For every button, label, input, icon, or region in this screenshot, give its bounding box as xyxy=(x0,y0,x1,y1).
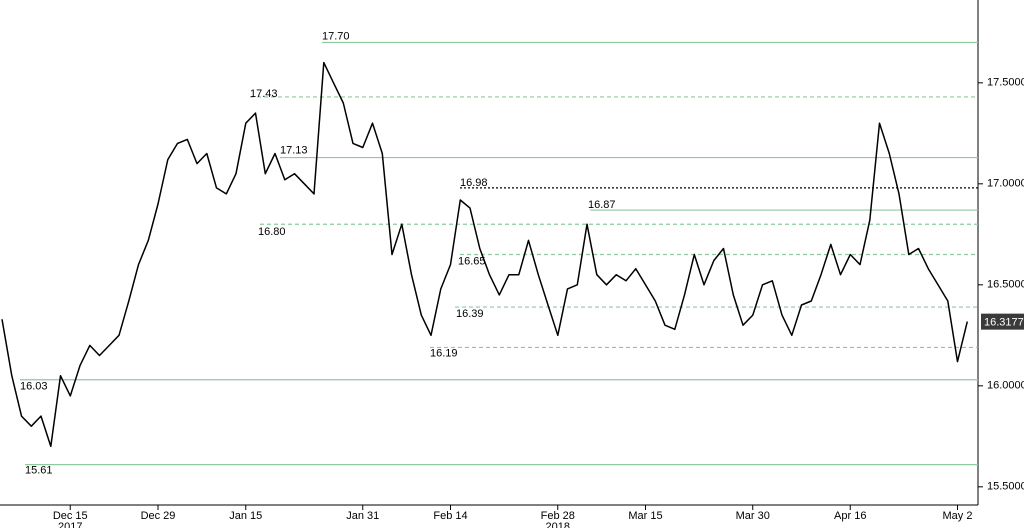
level-label: 16.98 xyxy=(460,177,488,189)
x-year-label: 2017 xyxy=(58,521,82,528)
last-price-box xyxy=(981,313,1024,330)
x-tick-label: Apr 16 xyxy=(834,510,866,522)
last-price-label: 16.3177 xyxy=(984,317,1024,329)
level-label: 16.65 xyxy=(458,255,486,267)
x-tick-label: Dec 29 xyxy=(141,510,176,522)
x-tick-label: Mar 15 xyxy=(628,510,662,522)
x-tick-label: Dec 15 xyxy=(53,510,88,522)
x-tick-label: Mar 30 xyxy=(736,510,770,522)
x-tick-label: Jan 31 xyxy=(346,510,379,522)
level-label: 15.61 xyxy=(25,465,53,477)
price-line xyxy=(1,61,969,448)
level-label: 17.43 xyxy=(250,88,278,100)
level-label: 16.39 xyxy=(456,308,484,320)
level-label: 16.03 xyxy=(20,381,48,393)
y-tick-label: 17.0000 xyxy=(987,178,1024,190)
y-tick-label: 16.0000 xyxy=(987,380,1024,392)
x-year-label: 2018 xyxy=(546,521,570,528)
level-label: 17.13 xyxy=(280,144,308,156)
level-label: 16.19 xyxy=(430,347,458,359)
y-tick-label: 16.5000 xyxy=(987,279,1024,291)
level-label: 16.80 xyxy=(258,226,286,238)
y-tick-label: 17.5000 xyxy=(987,77,1024,89)
y-tick-label: 15.5000 xyxy=(987,481,1024,493)
x-tick-label: May 2 xyxy=(943,510,973,522)
x-tick-label: Feb 14 xyxy=(433,510,467,522)
x-tick-label: Jan 15 xyxy=(229,510,262,522)
level-label: 17.70 xyxy=(322,30,350,42)
level-label: 16.87 xyxy=(588,199,616,211)
x-tick-label: Feb 28 xyxy=(541,510,575,522)
